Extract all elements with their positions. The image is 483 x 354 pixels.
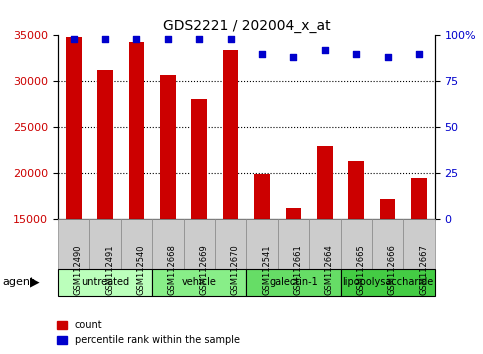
Text: GSM112667: GSM112667 — [419, 244, 428, 295]
Text: GSM112490: GSM112490 — [73, 244, 83, 295]
Point — [101, 36, 109, 42]
Point — [290, 55, 298, 60]
Point — [70, 36, 78, 42]
Bar — [97, 70, 113, 219]
Bar — [254, 175, 270, 219]
Text: untreated: untreated — [81, 277, 129, 287]
Title: GDS2221 / 202004_x_at: GDS2221 / 202004_x_at — [162, 19, 330, 33]
Bar — [380, 199, 396, 219]
Text: GSM112666: GSM112666 — [388, 244, 397, 295]
Text: GSM112665: GSM112665 — [356, 244, 365, 295]
Text: GSM112670: GSM112670 — [231, 244, 240, 295]
Bar — [128, 42, 144, 219]
Point — [133, 36, 141, 42]
Text: GSM112541: GSM112541 — [262, 244, 271, 295]
Point — [258, 51, 266, 57]
Text: vehicle: vehicle — [182, 277, 217, 287]
Legend: count, percentile rank within the sample: count, percentile rank within the sample — [53, 316, 243, 349]
Point — [353, 51, 360, 57]
Text: GSM112540: GSM112540 — [137, 244, 145, 295]
Bar — [411, 178, 427, 219]
Bar — [317, 146, 333, 219]
Point — [384, 55, 392, 60]
Bar — [160, 75, 176, 219]
Text: lipopolysaccharide: lipopolysaccharide — [342, 277, 433, 287]
Text: ▶: ▶ — [30, 276, 40, 289]
Bar — [223, 50, 239, 219]
Text: agent: agent — [2, 277, 35, 287]
Point — [164, 36, 172, 42]
Point — [415, 51, 423, 57]
Bar — [191, 99, 207, 219]
Point — [227, 36, 235, 42]
Bar — [285, 209, 301, 219]
Bar — [66, 37, 82, 219]
Text: galectin-1: galectin-1 — [269, 277, 318, 287]
Point — [321, 47, 328, 53]
Text: GSM112491: GSM112491 — [105, 244, 114, 295]
Text: GSM112668: GSM112668 — [168, 244, 177, 295]
Text: GSM112664: GSM112664 — [325, 244, 334, 295]
Text: GSM112669: GSM112669 — [199, 244, 208, 295]
Text: GSM112661: GSM112661 — [293, 244, 302, 295]
Point — [195, 36, 203, 42]
Bar — [348, 161, 364, 219]
